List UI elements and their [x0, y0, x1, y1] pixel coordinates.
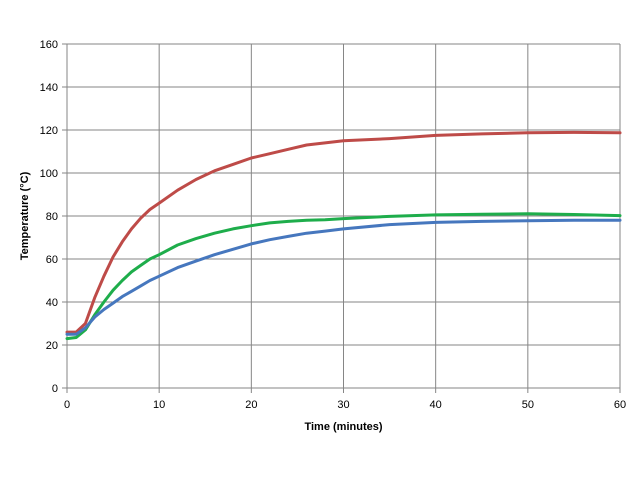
x-tick-label: 0 [64, 399, 70, 411]
gridlines [67, 43, 621, 388]
x-tick-label: 50 [522, 399, 534, 411]
y-tick-label: 100 [40, 168, 58, 180]
tick-labels: 0 20 40 60 80 100 120 140 160 0 10 20 30 40 50 60 [40, 39, 626, 411]
y-tick-label: 160 [40, 39, 58, 51]
y-tick-label: 60 [46, 254, 58, 266]
x-tick-label: 60 [614, 399, 626, 411]
x-tick-label: 30 [337, 399, 349, 411]
series-line-1 [65, 130, 622, 334]
y-tick-label: 80 [46, 211, 58, 223]
y-tick-label: 20 [46, 340, 58, 352]
y-tick-label: 0 [52, 383, 58, 395]
series-group [65, 130, 622, 341]
x-axis-title: Time (minutes) [304, 421, 382, 433]
y-axis-title: Temperature (°C) [19, 171, 31, 260]
series-line-2 [65, 212, 622, 341]
x-tick-label: 10 [153, 399, 165, 411]
y-tick-label: 40 [46, 297, 58, 309]
x-tick-label: 20 [245, 399, 257, 411]
x-tick-label: 40 [430, 399, 442, 411]
y-tick-label: 140 [40, 82, 58, 94]
y-tick-label: 120 [40, 125, 58, 137]
series-line-3 [65, 218, 622, 336]
